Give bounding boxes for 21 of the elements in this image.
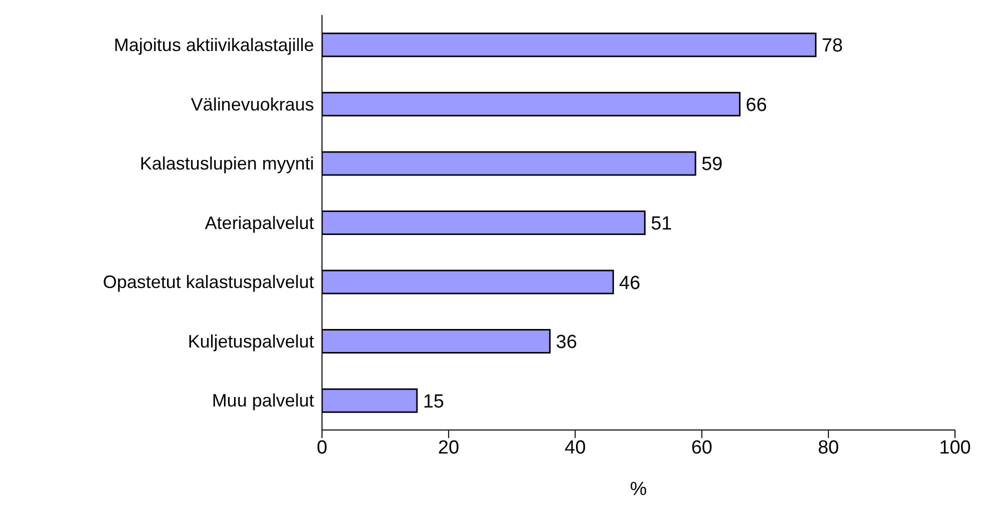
x-tick-label: 40	[564, 437, 586, 458]
y-tick-label: Välinevuokraus	[190, 94, 314, 114]
data-label: 51	[650, 213, 672, 234]
data-label: 66	[746, 94, 767, 116]
y-tick-label: Majoitus aktiivikalastajille	[114, 35, 314, 56]
data-label: 78	[822, 36, 843, 57]
x-tick-label: 60	[691, 437, 712, 458]
y-tick-label: Kuljetuspalvelut	[188, 331, 314, 352]
x-tick-label: 20	[438, 437, 460, 458]
data-label: 46	[619, 272, 640, 294]
y-tick-label: Muu palvelut	[212, 390, 314, 411]
data-label: 59	[701, 154, 723, 176]
data-label: 15	[422, 391, 444, 412]
x-axis-title: %	[630, 479, 648, 500]
y-tick-label: Kalastuslupien myynti	[140, 154, 314, 174]
y-tick-label: Ateriapalvelut	[204, 212, 314, 233]
y-tick-label: Opastetut kalastuspalvelut	[102, 272, 314, 292]
data-label: 36	[556, 332, 578, 354]
x-tick-label: 0	[316, 437, 328, 458]
x-tick-label: 100	[939, 437, 971, 458]
x-tick-label: 80	[818, 437, 839, 458]
